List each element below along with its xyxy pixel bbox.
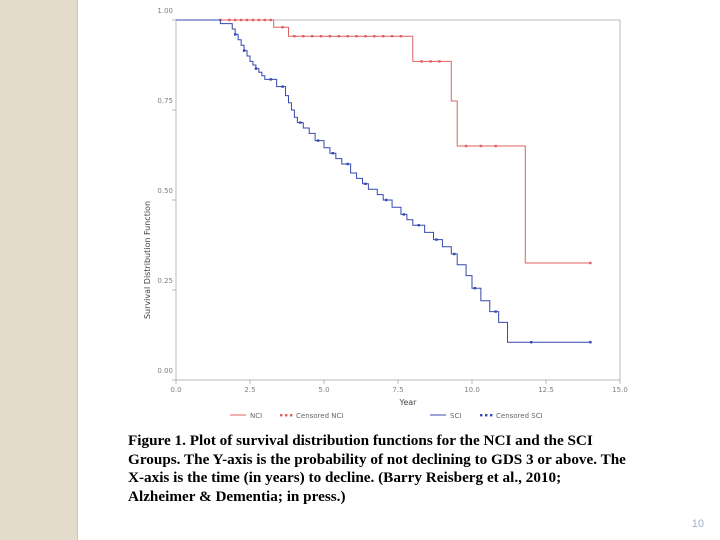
- censor-marker-sci: [299, 121, 302, 124]
- censor-marker-sci: [473, 287, 477, 290]
- censor-marker-sci: [269, 78, 272, 81]
- censor-marker-nci: [373, 35, 376, 38]
- plot-frame: [175, 19, 621, 381]
- page-number: 10: [691, 518, 704, 530]
- censor-marker-nci: [263, 18, 266, 22]
- censor-marker-sci: [254, 67, 258, 70]
- censor-marker-nci: [589, 261, 592, 265]
- censor-marker-sci: [453, 252, 456, 256]
- censor-marker-nci: [337, 35, 340, 38]
- censor-marker-sci: [242, 49, 246, 52]
- y-axis-title: Survival Distribution Function: [143, 201, 152, 319]
- x-tick-label: 5.0: [318, 386, 329, 394]
- y-tick-label: 0.00: [157, 367, 173, 375]
- y-tick-label: 0.50: [157, 187, 173, 195]
- legend-swatch-marker: [290, 414, 293, 417]
- censor-marker-nci: [239, 18, 243, 22]
- legend-swatch-marker: [490, 414, 493, 417]
- x-tick-label: 7.5: [392, 386, 403, 394]
- censor-marker-nci: [281, 26, 284, 29]
- censor-marker-nci: [257, 18, 261, 22]
- legend-label: SCI: [450, 412, 461, 420]
- legend-label: Censored SCI: [496, 412, 543, 420]
- censor-marker-nci: [302, 35, 305, 38]
- slide-side-bar: [0, 0, 78, 540]
- censor-marker-nci: [364, 35, 367, 38]
- survival-plot: 0.0 2.5 5.0 7.5 10.0 12.5 15.0 0.00 0.25 0.50 0.75…: [140, 8, 635, 420]
- censor-marker-sci: [435, 238, 438, 241]
- x-tick-label: 12.5: [538, 386, 554, 394]
- censor-marker-sci: [402, 213, 406, 216]
- censor-marker-nci: [382, 35, 385, 38]
- legend-swatch-marker: [485, 414, 488, 417]
- y-tick-label: 0.25: [157, 277, 173, 285]
- censor-marker-sci: [234, 33, 237, 36]
- censor-marker-nci: [438, 60, 441, 63]
- censor-marker-nci: [355, 35, 358, 38]
- x-tick-label: 2.5: [244, 386, 255, 394]
- legend-label: NCI: [250, 412, 262, 420]
- censor-marker-nci: [269, 18, 272, 22]
- series-line-sci: [176, 19, 591, 343]
- censor-marker-nci: [429, 60, 432, 63]
- censor-marker-sci: [417, 224, 420, 227]
- censor-marker-sci: [346, 162, 349, 166]
- censor-marker-sci: [384, 198, 388, 202]
- censor-marker-nci: [245, 18, 249, 22]
- x-tick-label: 10.0: [464, 386, 480, 394]
- censor-marker-sci: [589, 341, 592, 344]
- censor-marker-nci: [319, 35, 323, 38]
- censor-marker-nci: [390, 35, 394, 38]
- censor-marker-nci: [328, 35, 332, 38]
- legend-swatch-marker: [480, 414, 483, 417]
- y-tick-label: 0.75: [157, 97, 173, 105]
- censor-marker-nci: [420, 60, 423, 63]
- censor-marker-sci: [331, 152, 335, 155]
- x-tick-label: 15.0: [612, 386, 628, 394]
- legend-swatch-marker: [280, 414, 283, 417]
- censor-marker-sci: [494, 310, 497, 313]
- censor-marker-nci: [293, 35, 296, 38]
- censor-marker-nci: [310, 35, 314, 38]
- censor-marker-sci: [364, 182, 367, 185]
- censor-marker-nci: [479, 144, 483, 148]
- censor-marker-nci: [251, 18, 255, 22]
- censor-marker-nci: [494, 144, 497, 148]
- censor-marker-nci: [464, 144, 468, 148]
- legend-swatch-marker: [285, 414, 288, 417]
- censor-marker-nci: [346, 35, 349, 38]
- censor-marker-sci: [530, 341, 533, 344]
- figure-caption: Figure 1. Plot of survival distribution …: [128, 432, 626, 505]
- censor-marker-nci: [228, 18, 231, 22]
- survival-chart-svg: 0.0 2.5 5.0 7.5 10.0 12.5 15.0 0.00 0.25 0.50 0.75…: [143, 8, 628, 420]
- series-line-nci: [176, 19, 591, 264]
- y-tick-label: 1.00: [157, 8, 173, 15]
- legend-label: Censored NCI: [296, 412, 343, 420]
- censor-marker-nci: [399, 35, 403, 38]
- censor-marker-sci: [316, 139, 320, 142]
- censor-marker-sci: [281, 85, 284, 88]
- x-axis-title: Year: [399, 398, 418, 407]
- x-tick-label: 0.0: [170, 386, 181, 394]
- censor-marker-nci: [234, 18, 237, 22]
